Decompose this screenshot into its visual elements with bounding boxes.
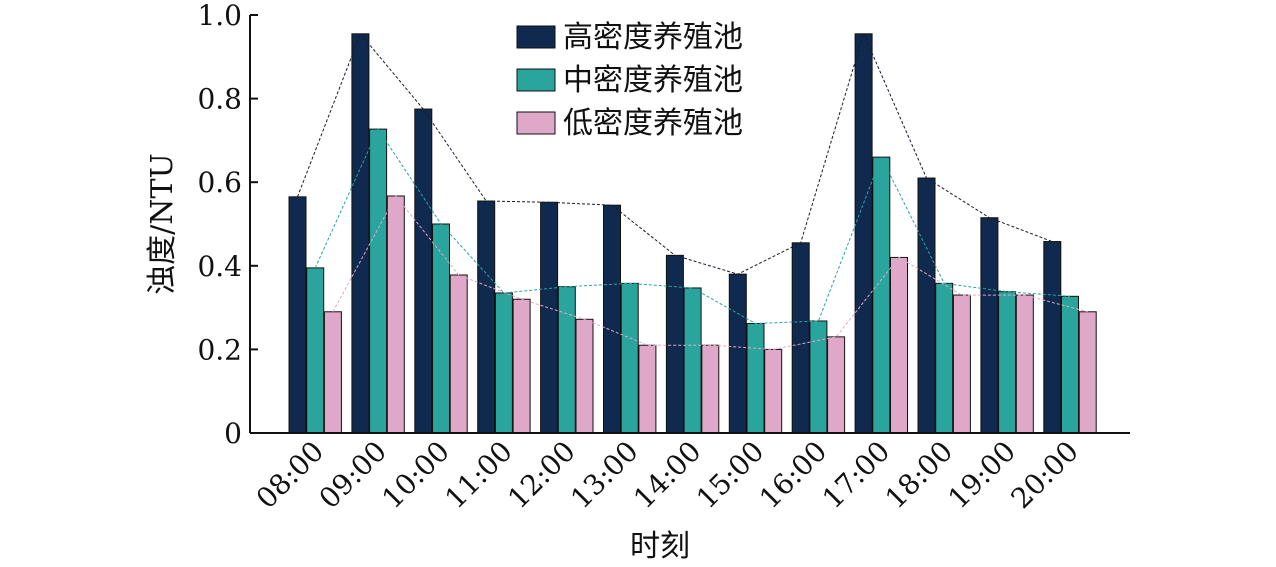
- x-tick-label: 15:00: [690, 435, 770, 515]
- y-axis-title: 浊度/NTU: [145, 153, 180, 295]
- bar-s3-1900: [1015, 294, 1034, 434]
- bar-s3-0900: [386, 195, 405, 434]
- x-tick-label: 16:00: [753, 435, 833, 515]
- x-axis-title: 时刻: [630, 529, 690, 564]
- bar-s2-1100: [494, 292, 513, 434]
- x-tick-label: 10:00: [376, 435, 456, 515]
- bar-s3-1300: [638, 344, 657, 434]
- bar-s1-1000: [414, 108, 433, 434]
- trend-line-layer: [297, 32, 1088, 350]
- axes: [249, 15, 1130, 434]
- bar-s2-0900: [369, 128, 388, 434]
- bar-s2-1200: [557, 286, 576, 434]
- bar-s3-1000: [449, 274, 468, 434]
- legend-swatch: [516, 68, 556, 92]
- legend-swatch: [516, 25, 556, 49]
- x-tick-label: 18:00: [879, 435, 959, 515]
- bar-s1-0900: [351, 33, 370, 434]
- x-tick-label: 13:00: [564, 435, 644, 515]
- bar-s2-2000: [1061, 295, 1079, 434]
- y-tick-label: 0.2: [197, 333, 242, 366]
- bar-s1-1100: [477, 200, 496, 434]
- legend-label: 高密度养殖池: [563, 20, 743, 55]
- legend-label: 中密度养殖池: [563, 63, 743, 98]
- x-tick-label: 17:00: [816, 435, 896, 515]
- bar-s3-1700: [890, 256, 908, 434]
- y-tick-label: 0.6: [197, 166, 242, 199]
- bar-s3-2000: [1078, 311, 1097, 434]
- y-tick-label: 0.8: [197, 83, 242, 116]
- x-tick-label: 12:00: [501, 435, 581, 515]
- bar-s3-1100: [512, 298, 531, 434]
- bar-s3-1500: [764, 348, 783, 434]
- x-tick-label: 14:00: [627, 435, 707, 515]
- y-tick-label: 0.4: [197, 250, 242, 283]
- bar-s1-1900: [980, 217, 999, 434]
- bar-s2-1700: [872, 156, 891, 434]
- y-tick-layer: 0 0.2 0.4 0.6 0.8 1.0: [197, 0, 258, 450]
- trend-line-series-2: [314, 128, 1071, 325]
- x-tick-label: 20:00: [1005, 435, 1085, 515]
- bar-s1-1600: [791, 242, 810, 434]
- bar-s1-1400: [665, 254, 684, 434]
- x-tick-label: 19:00: [942, 435, 1022, 515]
- trend-line-series-1: [297, 32, 1053, 275]
- bar-s1-1500: [728, 273, 747, 434]
- bar-layer: [288, 33, 1097, 434]
- bar-s2-1900: [998, 291, 1017, 434]
- bar-s1-2000: [1043, 241, 1062, 434]
- bar-s2-1300: [620, 282, 639, 434]
- bar-s2-1400: [683, 287, 702, 434]
- x-tick-layer: 08:0009:0010:0011:0012:0013:0014:0015:00…: [250, 435, 1085, 515]
- bar-s1-1300: [603, 204, 621, 434]
- y-tick-label: 1.0: [197, 0, 242, 32]
- trend-line-series-3: [332, 195, 1088, 350]
- bar-s3-1800: [952, 294, 971, 434]
- x-tick-label: 11:00: [438, 435, 518, 515]
- bar-s3-1200: [575, 318, 594, 434]
- bar-s2-1500: [746, 322, 765, 434]
- bar-s3-0800: [323, 311, 342, 434]
- x-tick-label: 08:00: [250, 435, 330, 515]
- bar-s2-0800: [306, 267, 325, 434]
- bar-s3-1600: [827, 336, 846, 434]
- bar-s2-1000: [432, 223, 450, 434]
- bar-s1-1800: [917, 177, 936, 434]
- y-tick-label: 0: [224, 417, 242, 450]
- legend-swatch: [516, 111, 556, 135]
- bar-s1-1700: [854, 33, 873, 434]
- bar-s3-1400: [701, 344, 720, 434]
- x-tick-label: 09:00: [313, 435, 393, 515]
- bar-s1-1200: [540, 201, 559, 434]
- bar-s1-0800: [288, 196, 307, 434]
- bar-s2-1800: [935, 282, 954, 434]
- legend-label: 低密度养殖池: [563, 106, 743, 141]
- bar-s2-1600: [809, 320, 828, 434]
